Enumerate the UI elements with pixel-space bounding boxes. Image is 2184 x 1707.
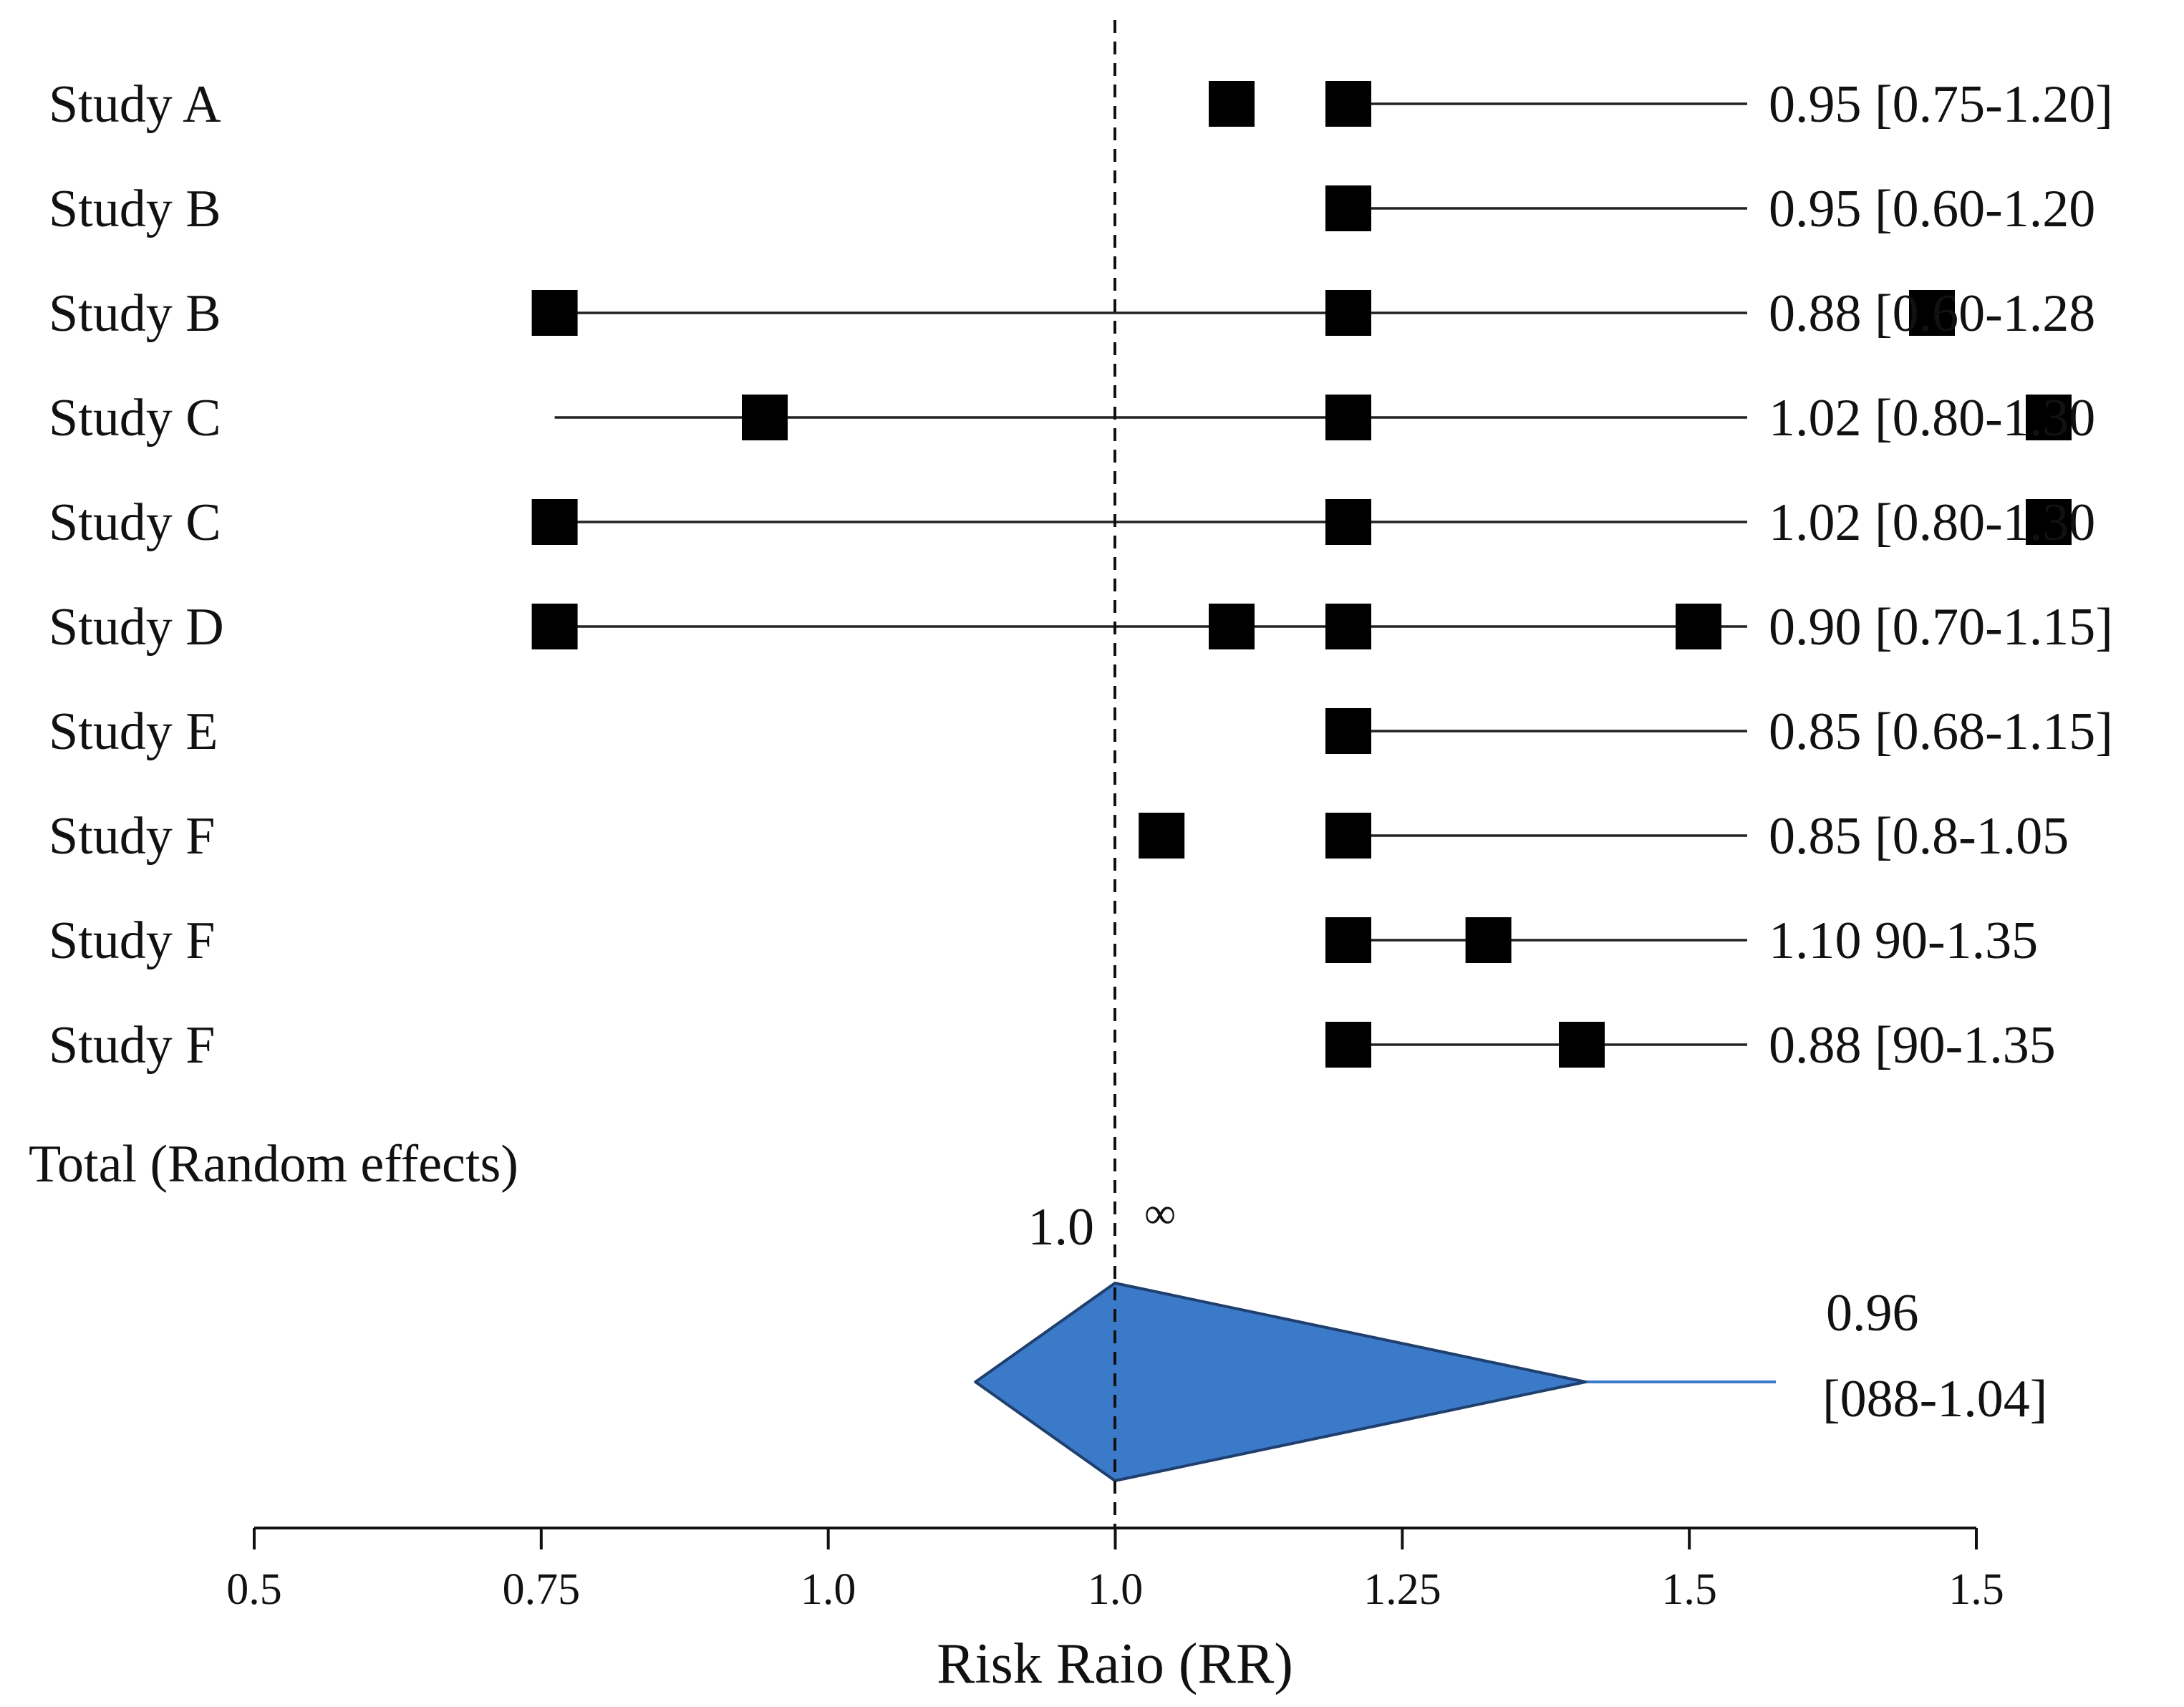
x-axis: 0.5 0.75 1.0 1.0 1.25 1.5 1.5 — [226, 1527, 2004, 1614]
x-tick-label: 0.75 — [503, 1565, 581, 1614]
study-estimate-marker — [1325, 1022, 1371, 1068]
study-row: Study F 0.85 [0.8-1.05 — [49, 807, 2069, 866]
x-axis-ticks: 0.5 0.75 1.0 1.0 1.25 1.5 1.5 — [226, 1528, 2004, 1614]
study-estimate-marker — [531, 499, 578, 545]
study-label: Study C — [49, 389, 221, 448]
study-row: Study E 0.85 [0.68-1.15] — [49, 702, 2113, 761]
pooled-estimate-diamond — [974, 1282, 1588, 1482]
study-estimate-marker — [1325, 499, 1371, 545]
study-label: Study F — [49, 807, 215, 866]
study-estimate-marker — [531, 290, 578, 336]
study-estimate-marker — [1325, 708, 1371, 754]
study-ci-text: 1.10 90-1.35 — [1769, 911, 2038, 970]
x-tick-label: 1.0 — [801, 1565, 856, 1614]
study-ci-text: 0.88 [90-1.35 — [1769, 1016, 2056, 1075]
study-estimate-marker — [1559, 1022, 1605, 1068]
x-tick-label: 0.5 — [226, 1565, 282, 1614]
study-ci-text: 0.88 [0.60-1.28 — [1769, 284, 2095, 343]
study-estimate-marker — [1325, 395, 1371, 440]
study-label: Study A — [49, 75, 221, 134]
study-label: Study C — [49, 493, 221, 552]
x-tick-label: 1.25 — [1363, 1565, 1441, 1614]
reference-symbol-label: ∞ — [1144, 1189, 1176, 1238]
study-label: Study D — [49, 598, 224, 657]
study-row: Study B 0.95 [0.60-1.20 — [49, 180, 2095, 238]
study-estimate-marker — [1209, 604, 1255, 649]
x-tick-label: 1.5 — [1661, 1565, 1717, 1614]
study-estimate-marker — [1325, 185, 1371, 231]
study-estimate-marker — [1325, 290, 1371, 336]
study-label: Study F — [49, 911, 215, 970]
study-ci-text: 0.95 [0.60-1.20 — [1769, 180, 2095, 238]
study-row: Study A 0.95 [0.75-1.20] — [49, 75, 2113, 134]
study-label: Study B — [49, 284, 221, 343]
x-axis-title: Risk Raio (RR) — [937, 1633, 1293, 1696]
study-ci-text: 0.85 [0.68-1.15] — [1769, 702, 2113, 761]
study-estimate-marker — [1325, 604, 1371, 649]
study-ci-text: 1.02 [0.80-1.30 — [1769, 389, 2095, 448]
study-estimate-marker — [1325, 81, 1371, 127]
study-ci-text: 1.02 [0.80-1.30 — [1769, 493, 2095, 552]
study-row: Study C 1.02 [0.80-1.30 — [49, 389, 2095, 448]
study-row: Study D 0.90 [0.70-1.15] — [49, 598, 2113, 657]
study-estimate-marker — [2026, 395, 2072, 440]
study-estimate-marker — [1465, 917, 1512, 963]
study-estimate-marker — [1325, 813, 1371, 859]
study-label: Study E — [49, 702, 218, 761]
study-label: Study B — [49, 180, 221, 238]
x-tick-label: 1.0 — [1088, 1565, 1144, 1614]
study-estimate-marker — [1325, 917, 1371, 963]
study-ci-text: 0.95 [0.75-1.20] — [1769, 75, 2113, 134]
study-estimate-marker — [1139, 813, 1185, 859]
study-estimate-marker — [531, 604, 578, 649]
study-row: Study C 1.02 [0.80-1.30 — [49, 493, 2095, 552]
reference-value-label: 1.0 — [1028, 1198, 1095, 1257]
x-tick-label: 1.5 — [1948, 1565, 2004, 1614]
study-ci-text: 0.85 [0.8-1.05 — [1769, 807, 2069, 866]
study-row: Study F 0.88 [90-1.35 — [49, 1016, 2056, 1075]
study-estimate-marker — [2026, 499, 2072, 545]
study-row: Study F 1.10 90-1.35 — [49, 911, 2038, 970]
study-estimate-marker — [1909, 290, 1955, 336]
study-rows: Study A 0.95 [0.75-1.20] Study B 0.95 [0.60… — [49, 75, 2113, 1075]
study-estimate-marker — [1676, 604, 1721, 649]
study-label: Study F — [49, 1016, 215, 1075]
total-label: Total (Random effects) — [29, 1135, 518, 1194]
study-row: Study B 0.88 [0.60-1.28 — [49, 284, 2095, 343]
study-ci-text: 0.90 [0.70-1.15] — [1769, 598, 2113, 657]
study-estimate-marker — [742, 395, 788, 440]
study-estimate-marker — [1209, 81, 1255, 127]
total-estimate-value: 0.96 — [1826, 1284, 1919, 1343]
total-confidence-interval: [088-1.04] — [1822, 1370, 2047, 1428]
